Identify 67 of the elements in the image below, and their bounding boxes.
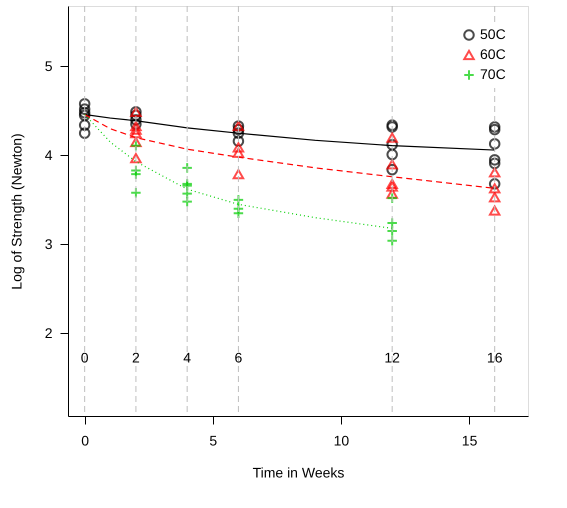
point — [181, 162, 193, 174]
point — [232, 127, 244, 139]
y-tick-label: 3 — [44, 236, 53, 252]
point — [488, 167, 500, 178]
point — [78, 119, 90, 131]
point — [386, 178, 398, 189]
point — [488, 192, 500, 202]
point — [130, 187, 142, 199]
point — [232, 148, 244, 158]
ref-line-label: 16 — [486, 350, 503, 366]
point — [78, 127, 90, 139]
point — [78, 106, 90, 118]
point — [386, 159, 398, 170]
ref-line-label: 4 — [183, 350, 192, 366]
y-tick-label: 2 — [44, 324, 53, 341]
point — [386, 181, 398, 192]
ref-line-label: 2 — [132, 350, 140, 366]
point — [488, 124, 500, 136]
point — [130, 110, 142, 122]
point — [130, 168, 142, 180]
point — [488, 205, 500, 216]
point — [488, 178, 500, 190]
point — [386, 225, 398, 237]
point — [78, 110, 90, 122]
point — [386, 148, 398, 160]
point — [130, 124, 142, 135]
point — [386, 188, 398, 199]
point — [488, 121, 500, 133]
ref-line-label: 12 — [384, 350, 400, 366]
point — [386, 132, 398, 143]
y-tick-label: 4 — [44, 146, 53, 163]
ref-line-label: 0 — [80, 350, 89, 366]
point — [78, 103, 90, 115]
point — [232, 207, 244, 219]
x-axis-title: Time in Weeks — [252, 464, 344, 480]
point — [232, 124, 244, 136]
point — [386, 192, 398, 204]
point — [488, 154, 500, 166]
point — [232, 168, 244, 180]
point — [232, 135, 244, 147]
x-tick-label: 15 — [462, 432, 478, 448]
point — [488, 138, 500, 150]
legend-label: 70C — [480, 66, 506, 82]
legend-label: 60C — [480, 46, 506, 62]
point — [386, 235, 398, 247]
ref-line-label: 6 — [234, 350, 243, 366]
y-axis-title: Log of Strength (Newton) — [8, 133, 25, 290]
y-tick-label: 5 — [44, 58, 53, 74]
point — [386, 164, 398, 176]
point — [130, 140, 142, 152]
point — [488, 183, 500, 194]
point — [232, 142, 244, 153]
point — [130, 152, 142, 164]
x-tick-label: 10 — [334, 432, 350, 448]
x-tick-label: 5 — [209, 432, 218, 448]
point — [181, 196, 193, 208]
point — [78, 98, 90, 110]
point — [130, 114, 142, 126]
point — [488, 158, 500, 170]
point — [232, 194, 244, 206]
point — [130, 128, 142, 138]
point — [386, 139, 398, 150]
legend-label: 50C — [480, 26, 506, 42]
point — [386, 217, 398, 229]
point — [130, 136, 142, 148]
point — [181, 188, 193, 200]
x-tick-label: 0 — [81, 432, 90, 448]
